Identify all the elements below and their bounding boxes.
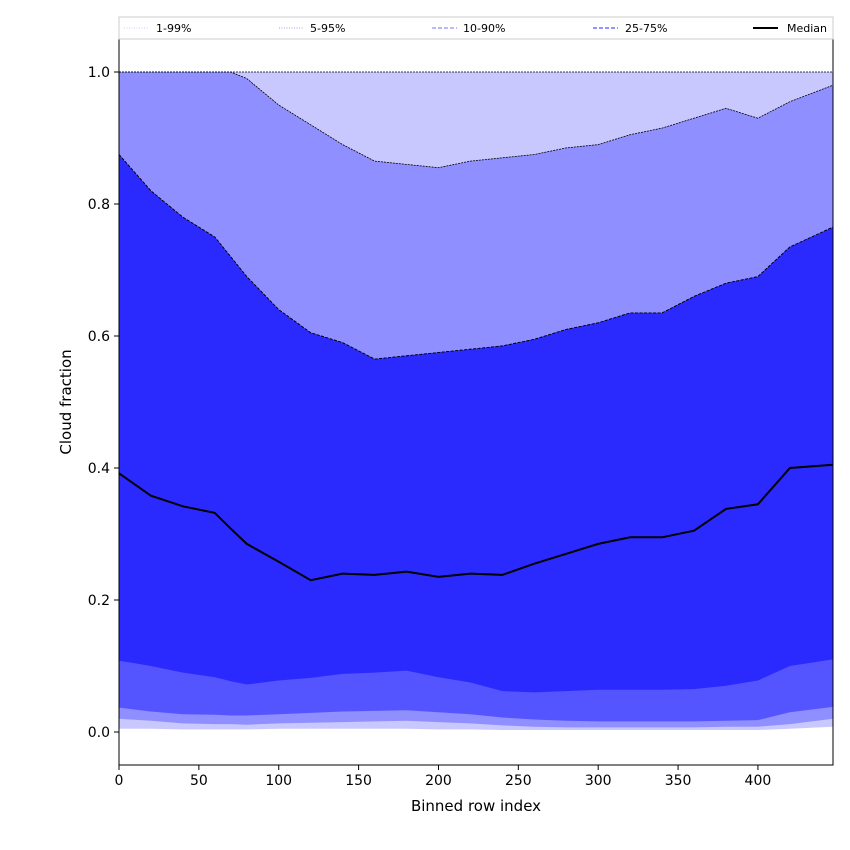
median-line [119, 463, 833, 582]
x-tick-label: 100 [265, 773, 292, 789]
legend-box [118, 16, 834, 40]
x-tick-label: 200 [425, 773, 452, 789]
x-tick-label: 300 [585, 773, 612, 789]
band-edge-25-75% [119, 154, 833, 360]
y-axis-title: Cloud fraction [57, 349, 75, 454]
y-tick-label: 0.2 [88, 593, 110, 609]
x-axis-title: Binned row index [411, 797, 541, 815]
plot-area [119, 71, 833, 730]
band-edge-5-95% [119, 71, 833, 169]
y-tick-label: 0.6 [88, 329, 110, 345]
y-tick-label: 0.0 [88, 725, 110, 741]
legend: 1-99% 5-95% 10-90% 25-75% Median [118, 16, 834, 40]
x-tick-label: 0 [115, 773, 124, 789]
x-tick-label: 400 [745, 773, 772, 789]
legend-label: 1-99% [156, 22, 191, 35]
legend-label: 5-95% [310, 22, 345, 35]
band-25-75% [119, 154, 833, 693]
x-tick-label: 50 [190, 773, 208, 789]
x-tick-label: 250 [505, 773, 532, 789]
legend-label: 10-90% [463, 22, 505, 35]
y-tick-label: 0.4 [88, 461, 110, 477]
x-tick-label: 150 [345, 773, 372, 789]
y-tick-label: 1.0 [88, 65, 110, 81]
x-tick-label: 350 [665, 773, 692, 789]
legend-label: 25-75% [625, 22, 667, 35]
y-tick-label: 0.8 [88, 197, 110, 213]
legend-label: Median [787, 22, 827, 35]
